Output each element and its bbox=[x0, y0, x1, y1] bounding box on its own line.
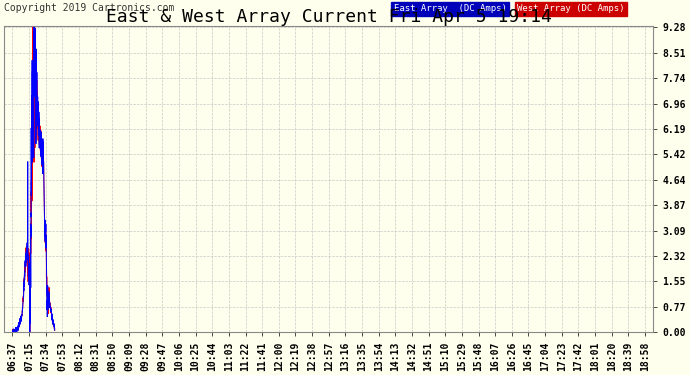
Text: East Array  (DC Amps): East Array (DC Amps) bbox=[394, 4, 506, 13]
Text: Copyright 2019 Cartronics.com: Copyright 2019 Cartronics.com bbox=[4, 3, 175, 13]
Title: East & West Array Current Fri Apr 5 19:14: East & West Array Current Fri Apr 5 19:1… bbox=[106, 8, 552, 26]
Text: West Array (DC Amps): West Array (DC Amps) bbox=[517, 4, 624, 13]
